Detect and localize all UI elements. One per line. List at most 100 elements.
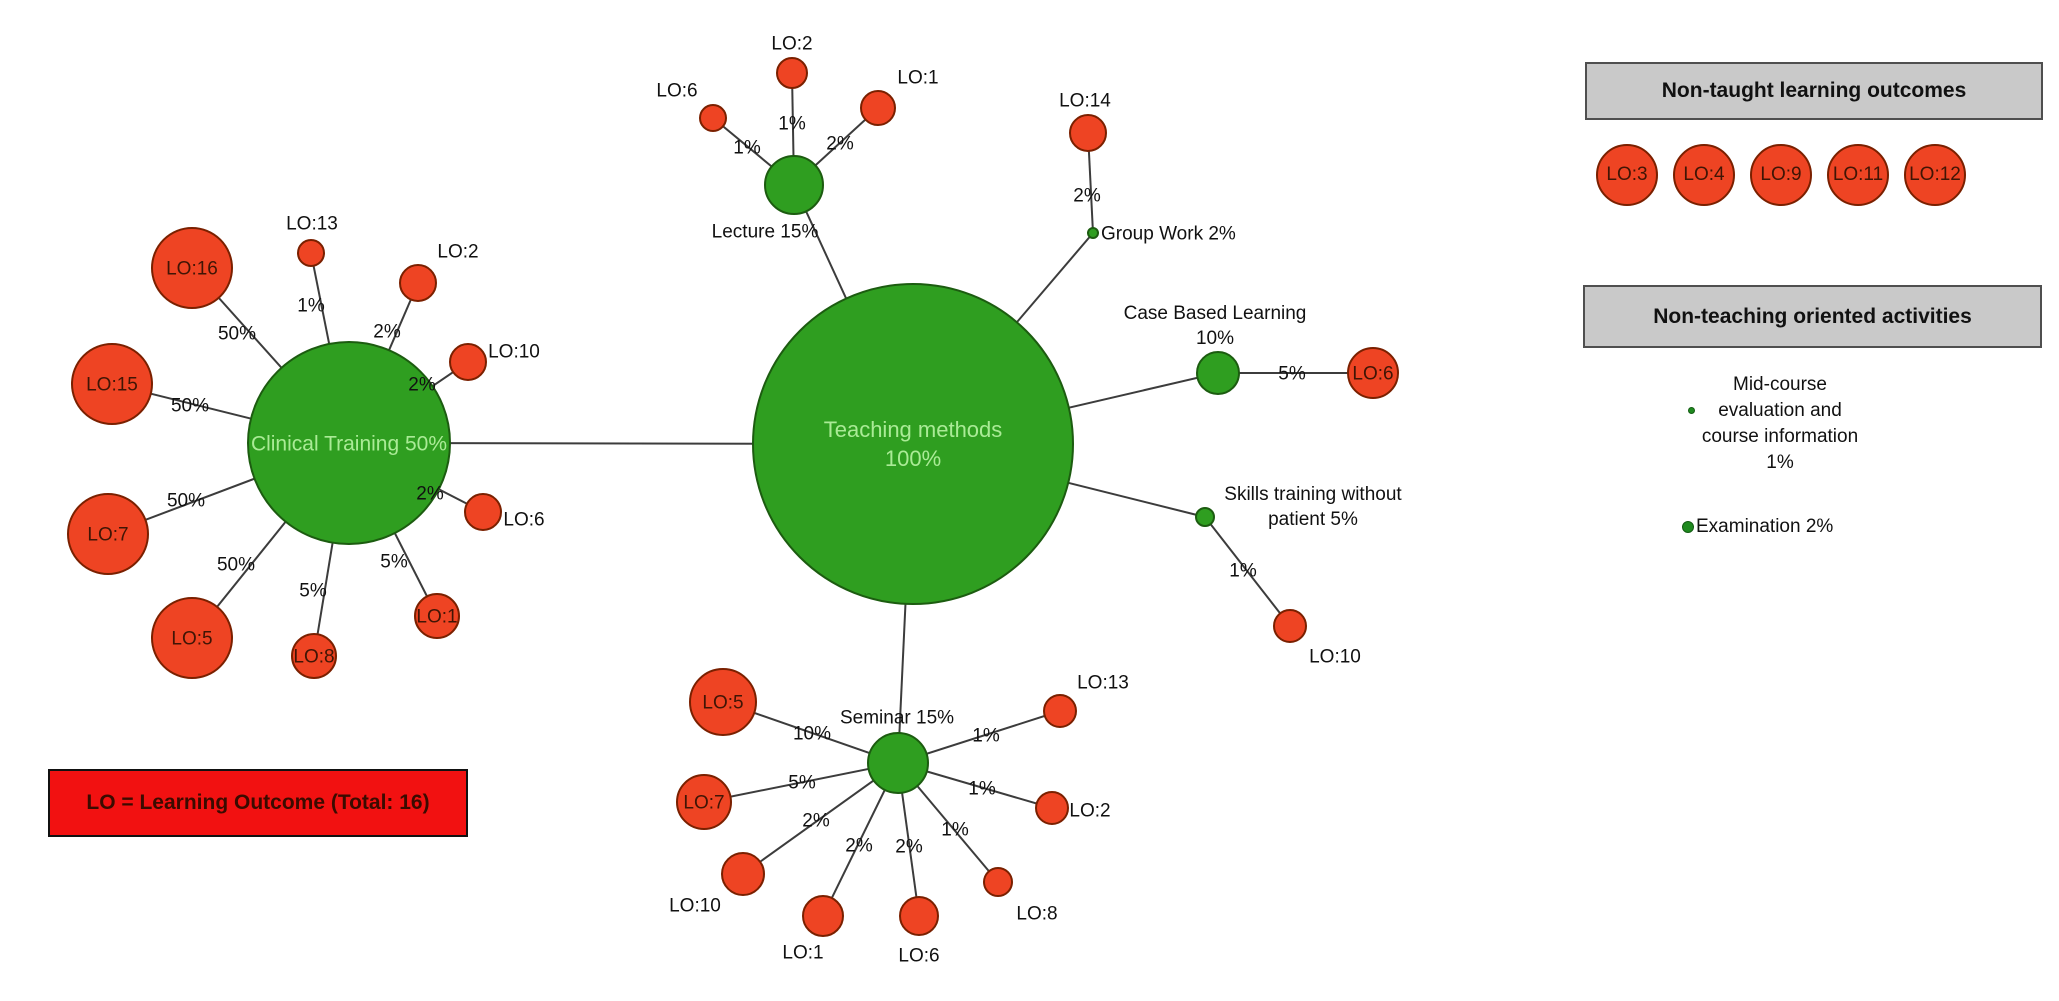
label-lecture-lo1: LO:1 [897, 68, 938, 89]
edge-label: 50% [167, 491, 205, 512]
leaf-lecture-lo2 [776, 57, 808, 89]
leaf-seminar-lo10 [721, 852, 765, 896]
label-lecture-lo6: LO:6 [656, 81, 697, 102]
examination-dot-icon [1682, 521, 1694, 533]
non-taught-lo11-circle: LO:11 [1827, 144, 1889, 206]
leaf-seminar-lo6 [899, 896, 939, 936]
edge-label: 1% [968, 779, 996, 800]
midcourse-line-4: 1% [1766, 452, 1794, 473]
non-taught-circles: LO:3 LO:4 LO:9 LO:11 LO:12 [1596, 144, 1966, 206]
label-seminar: Seminar 15% [840, 708, 954, 729]
edge-label: 5% [1278, 364, 1306, 385]
label-groupwork-lo14: LO:14 [1059, 91, 1111, 112]
non-taught-lo11-label: LO:11 [1832, 164, 1884, 185]
examination-row: Examination 2% [1682, 516, 1833, 538]
leaf-seminar-lo8 [983, 867, 1013, 897]
non-taught-lo12-label: LO:12 [1909, 164, 1961, 185]
edge-label: 1% [1229, 561, 1257, 582]
label-teaching-methods: Teaching methods 100% [824, 417, 1003, 471]
label-seminar-lo6: LO:6 [898, 946, 939, 967]
leaf-seminar-lo5 [689, 668, 757, 736]
node-clinical-training [247, 341, 451, 545]
non-taught-lo12-circle: LO:12 [1904, 144, 1966, 206]
leaf-clinical-lo1-label: LO:1 [416, 607, 457, 628]
leaf-clinical-lo7-label: LO:7 [87, 525, 128, 546]
edge-label: 5% [299, 581, 327, 602]
edge-label: 2% [845, 836, 873, 857]
non-taught-lo3-label: LO:3 [1606, 164, 1648, 185]
edge-line [703, 762, 899, 803]
non-taught-header: Non-taught learning outcomes [1585, 62, 2043, 120]
node-group-work [1087, 227, 1099, 239]
label-seminar-lo10: LO:10 [669, 896, 721, 917]
label-clinical-lo6: LO:6 [503, 510, 544, 531]
midcourse-line-3: course information [1701, 426, 1859, 447]
leaf-clinical-lo15 [71, 343, 153, 425]
edge-label: 2% [1073, 186, 1101, 207]
leaf-clinical-lo6 [464, 493, 502, 531]
edge-label: 1% [941, 820, 969, 841]
label-seminar-lo1: LO:1 [782, 943, 823, 964]
edge-line [1204, 516, 1291, 627]
non-teaching-header: Non-teaching oriented activities [1583, 285, 2042, 348]
label-skills-lo10: LO:10 [1309, 647, 1361, 668]
edge-label: 1% [297, 296, 325, 317]
examination-label: Examination 2% [1696, 516, 1834, 537]
non-taught-lo3-circle: LO:3 [1596, 144, 1658, 206]
edge-label: 2% [416, 484, 444, 505]
midcourse-line-2: evaluation and [1718, 400, 1842, 421]
edge-label: 5% [380, 552, 408, 573]
leaf-cbl-lo6 [1347, 347, 1399, 399]
label-lecture: Lecture 15% [712, 222, 819, 243]
leaf-clinical-lo2 [399, 264, 437, 302]
node-lecture [764, 155, 824, 215]
non-taught-lo4-label: LO:4 [1683, 164, 1725, 185]
leaf-seminar-lo7 [676, 774, 732, 830]
non-taught-lo9-circle: LO:9 [1750, 144, 1812, 206]
non-taught-lo4-circle: LO:4 [1673, 144, 1735, 206]
edge-label: 50% [217, 555, 255, 576]
leaf-clinical-lo16-label: LO:16 [166, 259, 218, 280]
leaf-seminar-lo13 [1043, 694, 1077, 728]
edge-label: 50% [218, 324, 256, 345]
leaf-clinical-lo13 [297, 239, 325, 267]
leaf-clinical-lo15-label: LO:15 [86, 375, 138, 396]
leaf-lecture-lo1 [860, 90, 896, 126]
leaf-clinical-lo5-label: LO:5 [171, 629, 212, 650]
edge-label: 1% [778, 114, 806, 135]
edge-line [742, 762, 899, 875]
leaf-clinical-lo16 [151, 227, 233, 309]
edge-label: 1% [972, 726, 1000, 747]
edge-label: 2% [408, 375, 436, 396]
label-seminar-lo13: LO:13 [1077, 673, 1129, 694]
leaf-clinical-lo8 [291, 633, 337, 679]
non-taught-title: Non-taught learning outcomes [1661, 79, 1967, 102]
edge-label: 5% [788, 773, 816, 794]
label-skills-training: Skills training without patient 5% [1224, 484, 1402, 530]
edge-label: 2% [895, 837, 923, 858]
leaf-seminar-lo2 [1035, 791, 1069, 825]
leaf-clinical-lo10 [449, 343, 487, 381]
leaf-seminar-lo7-label: LO:7 [683, 793, 724, 814]
label-clinical-lo2: LO:2 [437, 242, 478, 263]
leaf-clinical-lo1 [414, 593, 460, 639]
node-seminar [867, 732, 929, 794]
leaf-clinical-lo5 [151, 597, 233, 679]
leaf-seminar-lo5-label: LO:5 [702, 693, 743, 714]
node-teaching-methods [752, 283, 1074, 605]
label-clinical-training: Clinical Training 50% [251, 432, 447, 455]
label-group-work: Group Work 2% [1101, 224, 1236, 245]
leaf-clinical-lo7 [67, 493, 149, 575]
label-lecture-lo2: LO:2 [771, 34, 812, 55]
node-skills-training [1195, 507, 1215, 527]
label-seminar-lo8: LO:8 [1016, 904, 1057, 925]
label-clinical-lo13: LO:13 [286, 214, 338, 235]
label-clinical-lo10: LO:10 [488, 342, 540, 363]
legend-text: LO = Learning Outcome (Total: 16) [86, 791, 430, 814]
non-taught-lo9-label: LO:9 [1760, 164, 1802, 185]
edge-label: 1% [733, 138, 761, 159]
edge-label: 10% [793, 724, 831, 745]
leaf-clinical-lo8-label: LO:8 [293, 647, 334, 668]
